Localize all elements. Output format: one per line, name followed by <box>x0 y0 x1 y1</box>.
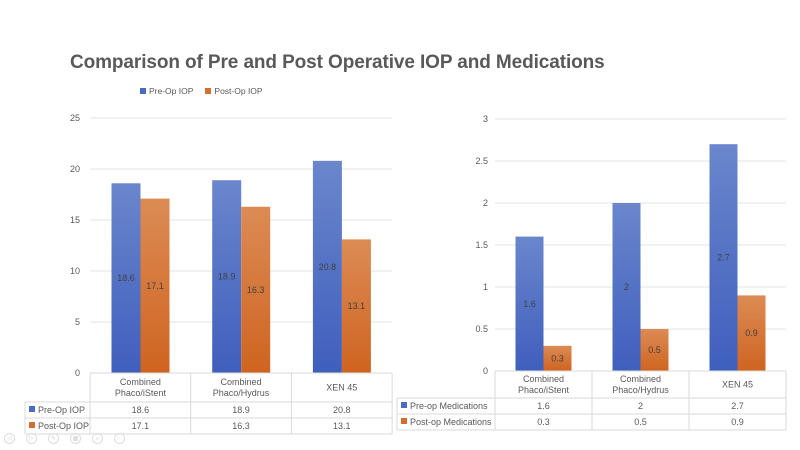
bar-pre <box>111 183 141 373</box>
table-legend-swatch <box>29 422 35 428</box>
data-label: 2.7 <box>717 253 730 263</box>
category-label: Combined <box>620 374 661 384</box>
pen-icon[interactable]: ✎ <box>48 433 59 444</box>
bar-post <box>341 239 371 373</box>
bar-post <box>543 345 572 371</box>
category-label: Phaco/Hydrus <box>612 385 669 395</box>
y-tick-label: 2.5 <box>475 156 488 166</box>
data-label: 0.3 <box>551 353 564 363</box>
bar-post <box>241 206 271 373</box>
bar-pre <box>212 180 242 373</box>
legend-item-post-op: Post-Op IOP <box>205 86 263 96</box>
category-label: Phaco/Hydrus <box>213 388 270 398</box>
legend-label: Post-Op IOP <box>214 86 263 96</box>
slideshow-toolbar: ◁ ▷ ✎ ▦ ⌕ ⋯ <box>4 433 125 444</box>
table-cell: 17.1 <box>132 421 150 431</box>
bar-pre <box>709 144 738 371</box>
iop-chart: 0 5 10 15 20 25 18.6 17.1 18.9 16.3 20.8 13.1 Combin… <box>24 113 393 435</box>
data-label: 18.9 <box>218 272 236 282</box>
y-tick-label: 2 <box>483 198 488 208</box>
table-series-label: Pre-op Medications <box>410 401 488 411</box>
y-tick-label: 10 <box>70 266 80 276</box>
category-label: XEN 45 <box>722 380 753 390</box>
data-label: 1.6 <box>523 299 536 309</box>
table-cell: 1.6 <box>537 401 550 411</box>
medications-chart: 00.511.522.531.60.320.52.70.9CombinedPha… <box>396 114 787 431</box>
table-cell: 2 <box>638 401 643 411</box>
legend-swatch-post <box>205 88 212 94</box>
bar-pre <box>515 236 544 371</box>
category-label: XEN 45 <box>326 383 357 393</box>
table-cell: 18.9 <box>232 405 250 415</box>
table-legend-swatch <box>401 418 407 424</box>
bar-post <box>140 198 170 373</box>
legend-item-pre-op: Pre-Op IOP <box>140 86 193 96</box>
data-label: 16.3 <box>247 285 265 295</box>
y-tick-label: 0 <box>483 366 488 376</box>
data-label: 20.8 <box>319 262 337 272</box>
data-label: 2 <box>624 282 629 292</box>
y-tick-label: 0 <box>75 368 80 378</box>
bar-post <box>640 329 669 371</box>
table-legend-swatch <box>401 402 407 408</box>
table-series-label: Pre-Op IOP <box>38 405 85 415</box>
table-cell: 0.9 <box>731 417 744 427</box>
chart-legend: Pre-Op IOP Post-Op IOP <box>140 86 263 96</box>
category-label: Combined <box>523 374 564 384</box>
table-cell: 2.7 <box>731 401 744 411</box>
data-label: 18.6 <box>117 273 135 283</box>
y-tick-label: 15 <box>70 215 80 225</box>
table-series-label: Post-op Medications <box>410 417 492 427</box>
y-tick-label: 1 <box>483 282 488 292</box>
bar-pre <box>312 160 342 373</box>
table-cell: 0.5 <box>634 417 647 427</box>
category-label: Combined <box>221 377 262 387</box>
previous-icon[interactable]: ◁ <box>4 433 15 444</box>
zoom-icon[interactable]: ⌕ <box>92 433 103 444</box>
y-tick-label: 25 <box>70 113 80 123</box>
table-cell: 0.3 <box>537 417 550 427</box>
table-legend-swatch <box>29 406 35 412</box>
data-label: 13.1 <box>348 301 366 311</box>
category-label: Combined <box>120 377 161 387</box>
y-tick-label: 1.5 <box>475 240 488 250</box>
table-cell: 18.6 <box>132 405 150 415</box>
y-tick-label: 5 <box>75 317 80 327</box>
bar-pre <box>612 203 641 371</box>
data-label: 0.5 <box>648 345 661 355</box>
table-series-label: Post-Op IOP <box>38 421 89 431</box>
y-tick-label: 3 <box>483 114 488 124</box>
table-cell: 16.3 <box>232 421 250 431</box>
data-label: 17.1 <box>146 281 164 291</box>
table-cell: 20.8 <box>333 405 351 415</box>
more-icon[interactable]: ⋯ <box>114 433 125 444</box>
table-cell: 13.1 <box>333 421 351 431</box>
bar-post <box>737 295 766 371</box>
y-tick-label: 0.5 <box>475 324 488 334</box>
slides-icon[interactable]: ▦ <box>70 433 81 444</box>
y-tick-label: 20 <box>70 164 80 174</box>
next-icon[interactable]: ▷ <box>26 433 37 444</box>
category-label: Phaco/iStent <box>115 388 167 398</box>
data-label: 0.9 <box>745 328 758 338</box>
chart-title: Comparison of Pre and Post Operative IOP… <box>70 52 605 73</box>
legend-label: Pre-Op IOP <box>149 86 194 96</box>
category-label: Phaco/iStent <box>518 385 570 395</box>
legend-swatch-pre <box>140 88 146 94</box>
